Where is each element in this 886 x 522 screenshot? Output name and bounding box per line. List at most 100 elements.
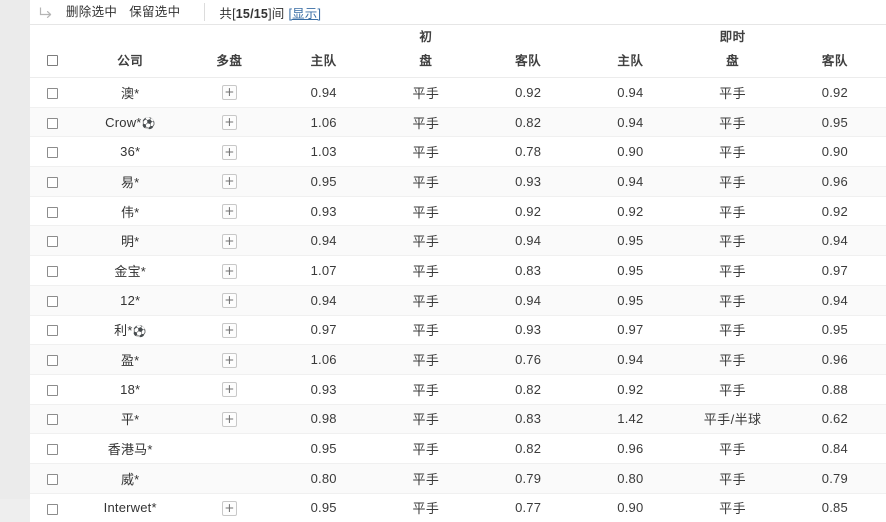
multi-plate-cell xyxy=(186,463,272,493)
row-checkbox[interactable] xyxy=(47,414,58,425)
company-name[interactable]: 金宝* xyxy=(114,264,146,279)
company-name[interactable]: Interwet* xyxy=(104,500,157,515)
expand-plus-icon[interactable]: + xyxy=(222,293,237,308)
col-header-initial-away[interactable]: 客队 xyxy=(477,46,579,78)
company-name[interactable]: 12* xyxy=(120,293,140,308)
company-name[interactable]: 威* xyxy=(121,472,139,487)
live-handicap-cell: 平手 xyxy=(681,374,783,404)
company-name[interactable]: 香港马* xyxy=(108,442,153,457)
initial-home-odds: 0.93 xyxy=(311,204,337,219)
expand-plus-icon[interactable]: + xyxy=(222,264,237,279)
live-away-odds: 0.62 xyxy=(822,411,848,426)
initial-home-odds-cell: 1.06 xyxy=(273,345,375,375)
initial-handicap: 平手 xyxy=(412,353,439,368)
live-away-odds: 0.94 xyxy=(822,233,848,248)
multi-plate-cell: + xyxy=(186,107,272,137)
initial-home-odds: 0.94 xyxy=(311,233,337,248)
row-select-cell xyxy=(30,167,74,197)
initial-away-odds: 0.93 xyxy=(515,322,541,337)
company-name[interactable]: 明* xyxy=(121,234,139,249)
expand-plus-icon[interactable]: + xyxy=(222,353,237,368)
company-name[interactable]: Crow* xyxy=(105,115,141,130)
expand-plus-icon[interactable]: + xyxy=(222,382,237,397)
row-checkbox[interactable] xyxy=(47,296,58,307)
row-checkbox[interactable] xyxy=(47,118,58,129)
company-name[interactable]: 易* xyxy=(121,175,139,190)
row-checkbox[interactable] xyxy=(47,385,58,396)
expand-plus-icon[interactable]: + xyxy=(222,174,237,189)
select-all-checkbox[interactable] xyxy=(47,55,58,66)
row-checkbox[interactable] xyxy=(47,444,58,455)
company-name[interactable]: 伟* xyxy=(121,205,139,220)
expand-plus-icon[interactable]: + xyxy=(222,85,237,100)
company-cell: 18* xyxy=(74,374,186,404)
row-checkbox[interactable] xyxy=(47,147,58,158)
col-header-live-home[interactable]: 主队 xyxy=(579,46,681,78)
expand-plus-icon[interactable]: + xyxy=(222,234,237,249)
live-home-odds: 0.80 xyxy=(617,471,643,486)
initial-away-odds: 0.83 xyxy=(515,263,541,278)
live-away-odds: 0.97 xyxy=(822,263,848,278)
expand-plus-icon[interactable]: + xyxy=(222,323,237,338)
live-home-odds-cell: 0.92 xyxy=(579,196,681,226)
row-checkbox[interactable] xyxy=(47,236,58,247)
initial-away-odds-cell: 0.78 xyxy=(477,137,579,167)
company-name[interactable]: 36* xyxy=(120,144,140,159)
company-cell: Interwet* xyxy=(74,493,186,522)
record-count: 共[15/15]间[显示] xyxy=(219,3,321,22)
col-header-company[interactable]: 公司 xyxy=(74,46,186,78)
delete-selected-button[interactable]: 删除选中 xyxy=(60,0,123,24)
live-away-odds-cell: 0.94 xyxy=(784,285,886,315)
company-name[interactable]: 澳* xyxy=(121,86,139,101)
multi-plate-cell: + xyxy=(186,345,272,375)
company-name[interactable]: 18* xyxy=(120,382,140,397)
initial-home-odds: 0.95 xyxy=(311,441,337,456)
row-checkbox[interactable] xyxy=(47,355,58,366)
expand-plus-icon[interactable]: + xyxy=(222,145,237,160)
company-name[interactable]: 利* xyxy=(114,323,132,338)
row-select-cell xyxy=(30,374,74,404)
expand-plus-icon[interactable]: + xyxy=(222,501,237,516)
keep-selected-button[interactable]: 保留选中 xyxy=(123,0,186,24)
live-away-odds-cell: 0.95 xyxy=(784,315,886,345)
company-cell: 金宝* xyxy=(74,256,186,286)
col-header-multi-plate[interactable]: 多盘 xyxy=(186,46,272,78)
multi-plate-cell: + xyxy=(186,256,272,286)
initial-handicap-cell: 平手 xyxy=(375,196,477,226)
company-name[interactable]: 盈* xyxy=(121,353,139,368)
col-header-initial-home[interactable]: 主队 xyxy=(273,46,375,78)
expand-plus-icon[interactable]: + xyxy=(222,204,237,219)
row-checkbox[interactable] xyxy=(47,325,58,336)
row-checkbox[interactable] xyxy=(47,474,58,485)
row-select-cell xyxy=(30,226,74,256)
live-home-odds-cell: 1.42 xyxy=(579,404,681,434)
row-checkbox[interactable] xyxy=(47,504,58,515)
show-link[interactable]: [显示] xyxy=(288,7,321,21)
expand-plus-icon[interactable]: + xyxy=(222,115,237,130)
col-header-live-away[interactable]: 客队 xyxy=(784,46,886,78)
row-checkbox[interactable] xyxy=(47,207,58,218)
live-handicap-cell: 平手/半球 xyxy=(681,404,783,434)
company-name[interactable]: 平* xyxy=(121,412,139,427)
expand-plus-icon[interactable]: + xyxy=(222,412,237,427)
row-checkbox[interactable] xyxy=(47,88,58,99)
col-header-initial-handicap[interactable]: 盘 xyxy=(375,46,477,78)
col-header-live-handicap[interactable]: 盘 xyxy=(681,46,783,78)
row-checkbox[interactable] xyxy=(47,177,58,188)
row-checkbox[interactable] xyxy=(47,266,58,277)
